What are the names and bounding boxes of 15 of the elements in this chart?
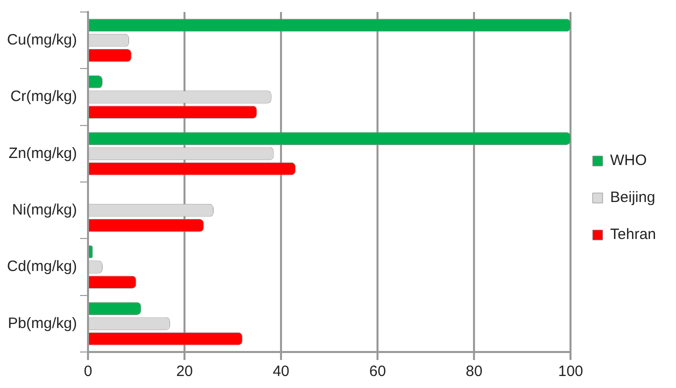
x-tick-label: 40: [272, 363, 290, 380]
y-tick-label: Ni(mg/kg): [12, 201, 78, 218]
y-tick-label: Pb(mg/kg): [8, 314, 78, 332]
x-tick-label: 80: [466, 363, 482, 380]
x-tick-label: 100: [558, 363, 584, 380]
legend-label: Beijing: [610, 189, 656, 206]
x-tick-label: 20: [176, 363, 193, 380]
x-tick-label: 0: [84, 363, 92, 380]
y-tick-label: Cr(mg/kg): [10, 88, 78, 106]
y-tick-label: Cu(mg/kg): [6, 31, 78, 48]
legend-label: WHO: [610, 152, 647, 170]
legend-label: Tehran: [610, 226, 656, 244]
y-tick-label: Cd(mg/kg): [6, 258, 78, 276]
x-tick-label: 60: [369, 363, 386, 380]
y-tick-label: Zn(mg/kg): [8, 144, 78, 162]
